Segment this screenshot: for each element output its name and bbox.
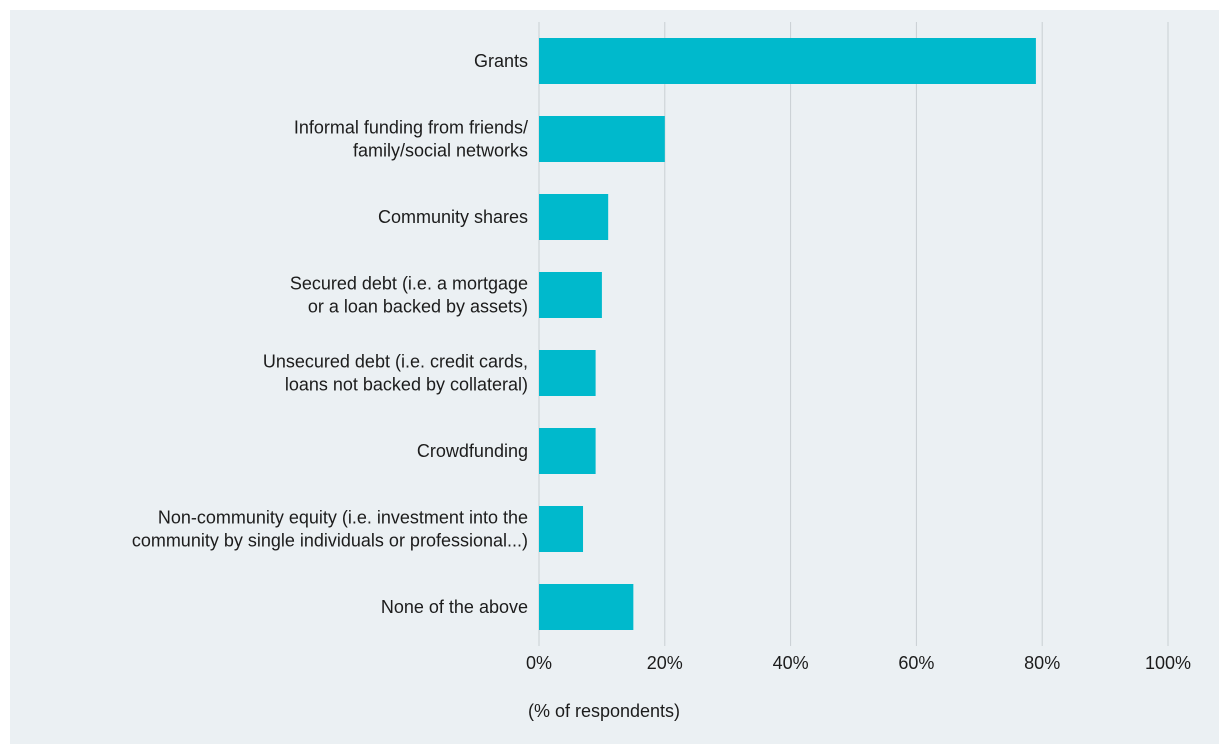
bar: [539, 38, 1036, 84]
x-tick-labels: 0% 20% 40% 60% 80% 100%: [526, 653, 1191, 673]
category-label: Unsecured debt (i.e. credit cards, loans …: [263, 352, 528, 395]
bar: [539, 506, 584, 552]
x-tick-label: 20%: [647, 653, 683, 673]
category-label: None of the above: [381, 597, 528, 617]
category-labels: Grants Informal funding from friends/fami…: [132, 51, 528, 617]
bar: [539, 584, 634, 630]
category-label-line: Unsecured debt (i.e. credit cards,: [263, 352, 528, 372]
category-label: Informal funding from friends/family/soc…: [294, 118, 528, 161]
category-label-line: family/social networks: [353, 141, 528, 161]
bars: [539, 38, 1036, 630]
bar: [539, 428, 596, 474]
bar: [539, 350, 596, 396]
category-label-line: community by single individuals or profe…: [132, 531, 528, 551]
category-label-line: or a loan backed by assets): [308, 297, 528, 317]
category-label-line: Grants: [474, 51, 528, 71]
category-label-line: Secured debt (i.e. a mortgage: [290, 274, 528, 294]
category-label-line: Community shares: [378, 207, 528, 227]
category-label-line: Informal funding from friends/: [294, 118, 528, 138]
bar: [539, 116, 665, 162]
x-axis-title: (% of respondents): [528, 701, 680, 721]
x-tick-label: 0%: [526, 653, 552, 673]
category-label: Community shares: [378, 207, 528, 227]
bar: [539, 272, 602, 318]
category-label-line: Crowdfunding: [417, 441, 528, 461]
category-label-line: None of the above: [381, 597, 528, 617]
category-label-line: loans not backed by collateral): [285, 375, 528, 395]
category-label: Grants: [474, 51, 528, 71]
x-tick-label: 100%: [1145, 653, 1191, 673]
category-label-line: Non-community equity (i.e. investment in…: [158, 508, 528, 528]
category-label: Non-community equity (i.e. investment in…: [132, 508, 528, 551]
x-tick-label: 40%: [773, 653, 809, 673]
bar: [539, 194, 609, 240]
category-label: Secured debt (i.e. a mortgage or a loan b…: [290, 274, 528, 317]
x-tick-label: 80%: [1024, 653, 1060, 673]
x-tick-label: 60%: [898, 653, 934, 673]
gridlines: [538, 22, 1169, 646]
category-label: Crowdfunding: [417, 441, 528, 461]
